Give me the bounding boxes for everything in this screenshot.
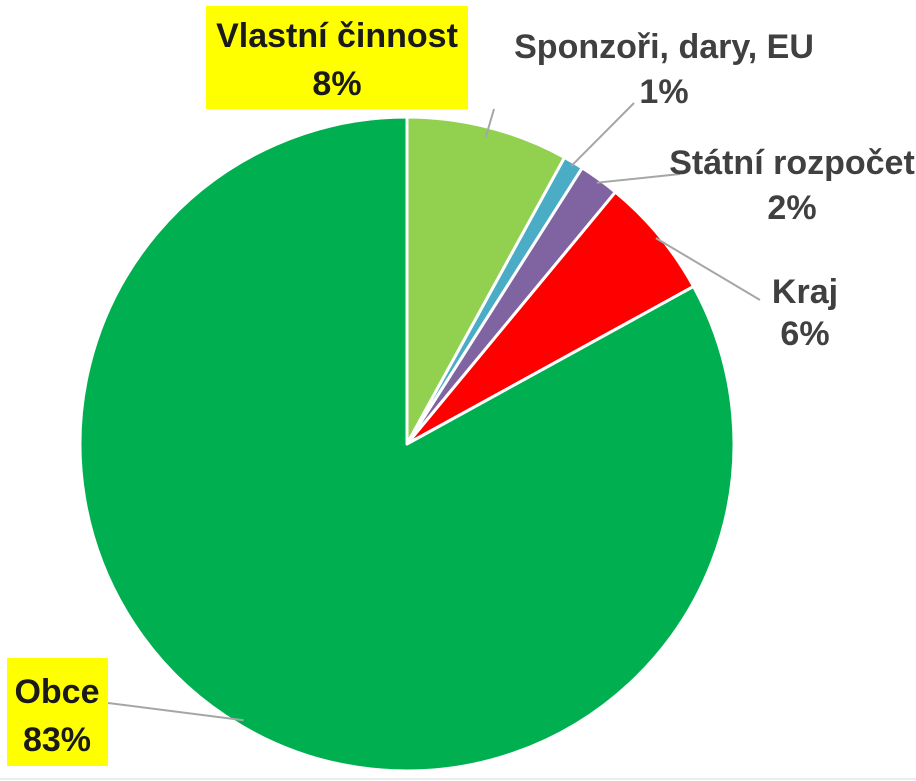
slice-name-vlastni-cinnost: Vlastní činnost [216, 17, 458, 55]
slice-name-kraj: Kraj [772, 273, 838, 311]
leader-line [596, 173, 681, 184]
slice-value-obce: 83% [23, 721, 91, 759]
label-highlight-obce [7, 658, 108, 766]
slice-name-statni-rozpocet: Státní rozpočet [669, 144, 915, 182]
label-vlastni-cinnost: Vlastní činnost 8% [206, 6, 468, 109]
slice-name-sponzori: Sponzoři, dary, EU [514, 28, 814, 66]
slice-value-vlastni-cinnost: 8% [312, 65, 361, 103]
leader-line [484, 108, 495, 138]
leader-line [570, 102, 635, 167]
label-sponzori: Sponzoři, dary, EU 1% [514, 28, 814, 111]
leader-line [655, 237, 761, 301]
label-kraj: Kraj 6% [772, 273, 838, 353]
label-statni-rozpocet: Státní rozpočet 2% [669, 144, 915, 227]
slice-name-obce: Obce [14, 673, 99, 711]
leader-line [107, 702, 244, 722]
slice-value-statni-rozpocet: 2% [767, 189, 816, 227]
slice-value-kraj: 6% [780, 315, 829, 353]
pie-slices [78, 115, 736, 773]
slice-value-sponzori: 1% [639, 73, 688, 111]
pie-slice-obce [78, 115, 736, 773]
leader-lines [107, 102, 761, 722]
label-obce: Obce 83% [7, 658, 108, 766]
label-highlight-vlastni-cinnost [206, 6, 468, 109]
pie-slice-kraj [405, 190, 696, 446]
